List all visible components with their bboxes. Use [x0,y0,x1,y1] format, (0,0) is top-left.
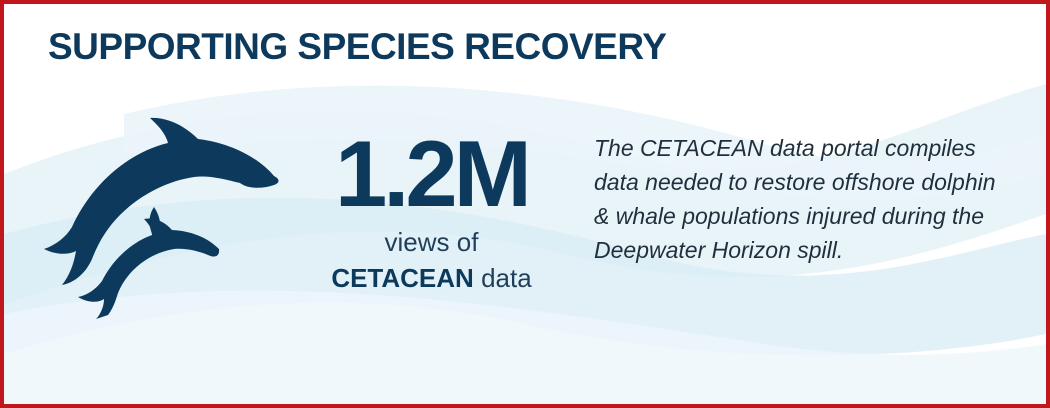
description-text: The CETACEAN data portal compiles data n… [594,135,996,263]
dolphin-icon [78,218,220,319]
stat-value: 1.2M [335,121,532,226]
page-title: SUPPORTING SPECIES RECOVERY [48,26,667,67]
stat-caption-line1: views of [384,227,479,257]
stat-caption-strong: CETACEAN [331,263,474,293]
stat-caption-line2: CETACEAN data [304,260,559,296]
stat-block: 1.2M views of CETACEAN data [304,122,559,296]
dolphin-icon [44,117,279,286]
dolphins-illustration [44,117,279,319]
wave-background [4,84,1046,404]
stat-caption-rest: data [473,263,532,293]
